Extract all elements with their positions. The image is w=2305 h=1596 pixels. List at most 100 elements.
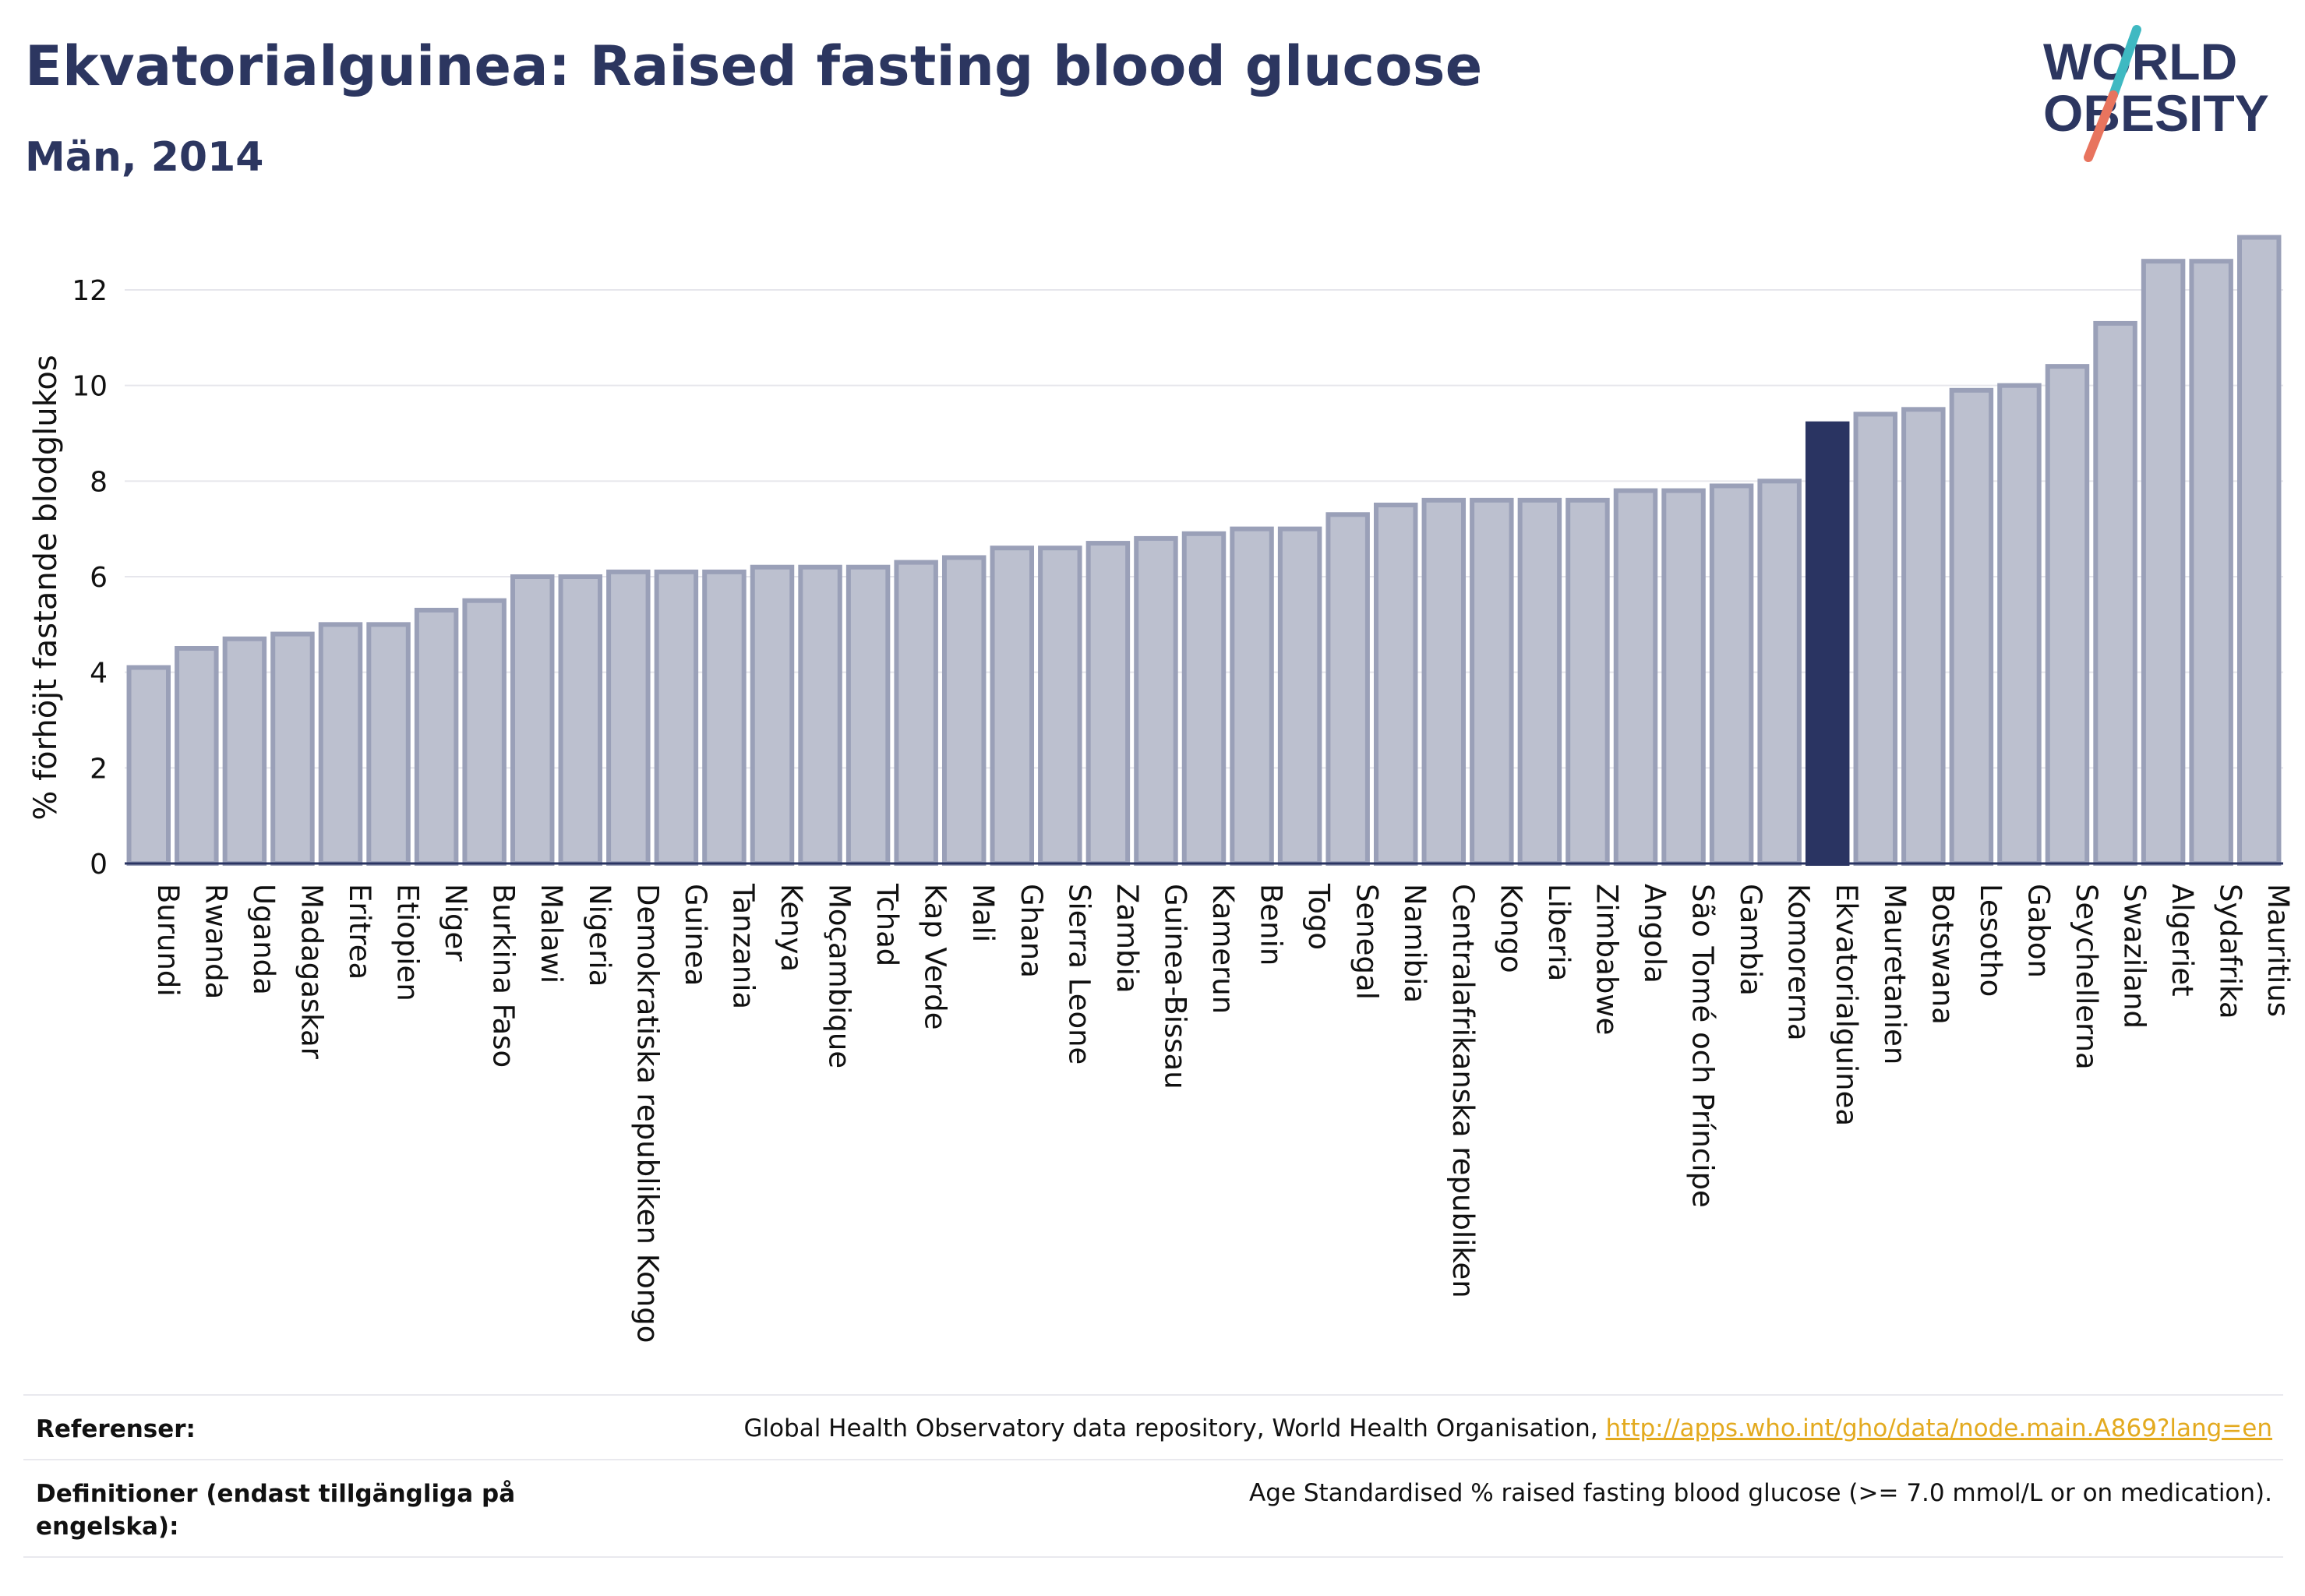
bar <box>1565 497 1610 866</box>
references-text: Global Health Observatory data repositor… <box>743 1414 1606 1442</box>
bar <box>1805 421 1850 866</box>
logo-slash-bottom <box>2084 90 2118 162</box>
bar <box>1853 411 1898 866</box>
definitions-label: Definitioner (endast tillgängliga på eng… <box>36 1480 516 1541</box>
references-link[interactable]: http://apps.who.int/gho/data/node.main.A… <box>1605 1414 2272 1442</box>
bar <box>798 564 842 866</box>
x-tick-label: Centralafrikanska republiken <box>1446 884 1480 1298</box>
x-tick-label: Zambia <box>1110 884 1144 994</box>
bar <box>1373 503 1418 866</box>
bar <box>1949 387 1994 866</box>
bar <box>510 574 555 866</box>
bar <box>1277 526 1322 867</box>
definitions-row: Definitioner (endast tillgängliga på eng… <box>23 1459 2283 1557</box>
bar <box>750 564 795 866</box>
x-tick-label: Gabon <box>2021 884 2055 978</box>
x-tick-label: Burundi <box>151 884 185 997</box>
y-tick-label: 0 <box>90 849 108 881</box>
x-tick-label: Botswana <box>1926 884 1959 1025</box>
bar <box>1757 478 1802 866</box>
x-tick-label: Tanzania <box>726 883 760 1009</box>
x-tick-label: Moçambique <box>823 884 856 1068</box>
x-tick-label: Nigeria <box>583 884 616 987</box>
bar <box>1613 488 1658 866</box>
definitions-value: Age Standardised % raised fasting blood … <box>1249 1479 2272 1507</box>
x-tick-label: São Tomé och Príncipe <box>1686 884 1720 1208</box>
x-tick-label: Kamerun <box>1206 884 1240 1014</box>
bar <box>126 665 171 866</box>
page-subtitle: Män, 2014 <box>25 134 264 181</box>
page-title: Ekvatorialguinea: Raised fasting blood g… <box>25 34 1483 98</box>
x-tick-label: Togo <box>1302 883 1336 950</box>
bar <box>845 564 891 866</box>
bar <box>990 546 1035 866</box>
bar <box>2045 364 2090 866</box>
logo-slash-top <box>2109 25 2141 100</box>
bar <box>894 560 938 866</box>
x-tick-label: Zimbabwe <box>1590 884 1623 1035</box>
logo-line-2: OBESITY <box>2043 84 2269 142</box>
y-tick-label: 4 <box>90 658 108 690</box>
x-tick-label: Tchad <box>870 883 904 966</box>
y-tick-label: 2 <box>90 753 108 785</box>
y-tick-label: 12 <box>72 275 108 307</box>
bar <box>1085 541 1131 866</box>
x-tick-label: Algeriet <box>2166 884 2199 997</box>
x-tick-label: Kenya <box>775 884 808 972</box>
bar <box>941 555 987 866</box>
x-tick-label: Ghana <box>1015 884 1048 978</box>
x-tick-label: Mauritius <box>2261 884 2295 1017</box>
x-tick-label: Lesotho <box>1974 884 2007 997</box>
bar <box>222 636 267 866</box>
x-tick-label: Benin <box>1255 884 1288 966</box>
references-row: Referenser: Global Health Observatory da… <box>23 1394 2283 1460</box>
x-tick-label: Rwanda <box>199 884 232 999</box>
bar <box>1661 488 1706 866</box>
bar <box>2141 259 2186 866</box>
x-tick-label: Swaziland <box>2118 884 2151 1029</box>
world-obesity-logo: WORLD OBESITY <box>2043 25 2269 162</box>
x-tick-label: Komorerna <box>1782 884 1816 1041</box>
bar <box>558 574 603 866</box>
bar <box>1134 535 1178 867</box>
bar <box>1038 546 1082 866</box>
x-tick-label: Ekvatorialguinea <box>1830 884 1863 1126</box>
x-tick-label: Gambia <box>1734 884 1767 996</box>
bar <box>1709 483 1754 866</box>
bar <box>2093 320 2137 866</box>
x-tick-label: Uganda <box>247 884 281 995</box>
bar <box>414 607 459 867</box>
bar <box>1325 512 1370 866</box>
x-tick-label: Madagaskar <box>295 884 328 1060</box>
x-tick-label: Sierra Leone <box>1062 884 1096 1065</box>
y-tick-label: 8 <box>90 466 108 498</box>
x-tick-label: Guinea-Bissau <box>1158 884 1191 1089</box>
x-tick-label: Eritrea <box>343 884 376 980</box>
x-tick-label: Namibia <box>1398 884 1431 1003</box>
x-tick-label: Mali <box>966 884 1000 942</box>
bar <box>270 631 315 866</box>
y-tick-label: 6 <box>90 562 108 594</box>
references-label: Referenser: <box>36 1415 196 1443</box>
bar <box>2189 259 2233 866</box>
bar <box>1230 526 1274 867</box>
bar <box>702 569 747 866</box>
bar <box>175 646 219 866</box>
x-tick-label: Malawi <box>535 884 568 983</box>
bar <box>1421 497 1467 866</box>
x-tick-label: Senegal <box>1350 884 1384 1000</box>
x-tick-label: Mauretanien <box>1878 884 1911 1065</box>
references-value: Global Health Observatory data repositor… <box>743 1414 2272 1442</box>
x-tick-label: Angola <box>1638 884 1671 983</box>
bar <box>2236 235 2282 866</box>
x-tick-label: Etiopien <box>391 884 425 1001</box>
x-tick-label: Niger <box>439 884 472 962</box>
x-tick-label: Seychellerna <box>2070 884 2103 1070</box>
x-tick-label: Liberia <box>1542 884 1576 981</box>
bar <box>606 569 651 866</box>
y-tick-label: 10 <box>72 371 108 403</box>
bar <box>1997 383 2042 866</box>
y-axis-label: % förhöjt fastande blodglukos <box>28 355 64 820</box>
x-tick-label: Burkina Faso <box>487 884 521 1068</box>
bar <box>462 598 507 867</box>
